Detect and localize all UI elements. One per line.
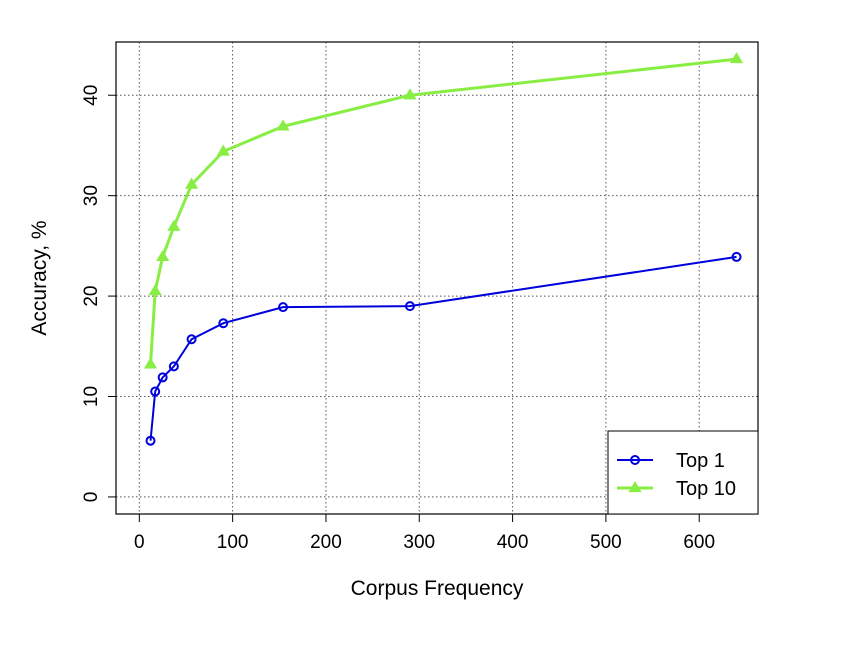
series-top-10: [143, 52, 744, 369]
x-tick-label: 500: [590, 532, 622, 553]
x-tick-label: 300: [403, 532, 435, 553]
legend-label: Top 1: [676, 450, 725, 472]
data-point: [156, 249, 170, 262]
y-tick-label: 20: [81, 286, 102, 307]
series-top-1: [145, 251, 742, 446]
data-point: [150, 386, 161, 397]
x-axis-label: Corpus Frequency: [351, 577, 524, 600]
data-point: [403, 88, 417, 100]
legend-label: Top 10: [676, 478, 736, 500]
y-axis-label: Accuracy, %: [28, 220, 51, 335]
data-point: [276, 119, 290, 131]
legend-marker: [628, 481, 642, 493]
data-point: [168, 361, 179, 372]
y-axis: 0 10 20 30 40: [81, 85, 116, 503]
plot-frame: [115, 41, 759, 515]
data-point: [216, 144, 230, 156]
legend-box: [607, 430, 759, 515]
x-tick-label: 600: [683, 532, 715, 553]
data-point: [145, 435, 156, 446]
x-axis: 0 100 200 300 400 500 600: [134, 514, 715, 553]
y-tick-label: 10: [81, 386, 102, 407]
data-point: [148, 284, 162, 296]
y-tick-label: 0: [81, 492, 102, 503]
data-point: [404, 301, 415, 312]
legend-marker: [630, 455, 640, 465]
data-point: [143, 357, 158, 369]
x-tick-label: 0: [134, 532, 145, 553]
y-tick-label: 30: [81, 185, 102, 206]
legend: Top 1 Top 10: [607, 430, 759, 515]
x-tick-label: 200: [310, 532, 342, 553]
data-point: [185, 177, 199, 189]
x-tick-label: 400: [497, 532, 529, 553]
data-point: [186, 334, 197, 345]
x-tick-label: 100: [217, 532, 249, 553]
series-group: [143, 52, 744, 446]
data-point: [729, 52, 744, 64]
y-tick-label: 40: [81, 85, 102, 106]
data-point: [218, 318, 229, 329]
series-line: [149, 255, 737, 441]
data-point: [167, 219, 181, 231]
data-point: [731, 251, 742, 262]
data-point: [278, 302, 289, 313]
data-point: [157, 372, 168, 383]
